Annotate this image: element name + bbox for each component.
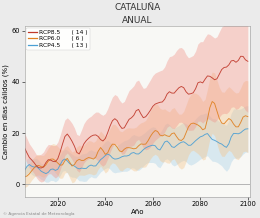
Legend: RCP8.5      ( 14 ), RCP6.0      ( 6 ), RCP4.5      ( 13 ): RCP8.5 ( 14 ), RCP6.0 ( 6 ), RCP4.5 ( 13…	[26, 27, 90, 50]
Text: © Agencia Estatal de Meteorología: © Agencia Estatal de Meteorología	[3, 212, 74, 216]
Title: CATALUÑA
ANUAL: CATALUÑA ANUAL	[114, 3, 160, 25]
Y-axis label: Cambio en dias cálidos (%): Cambio en dias cálidos (%)	[3, 64, 10, 159]
X-axis label: Año: Año	[131, 209, 144, 215]
